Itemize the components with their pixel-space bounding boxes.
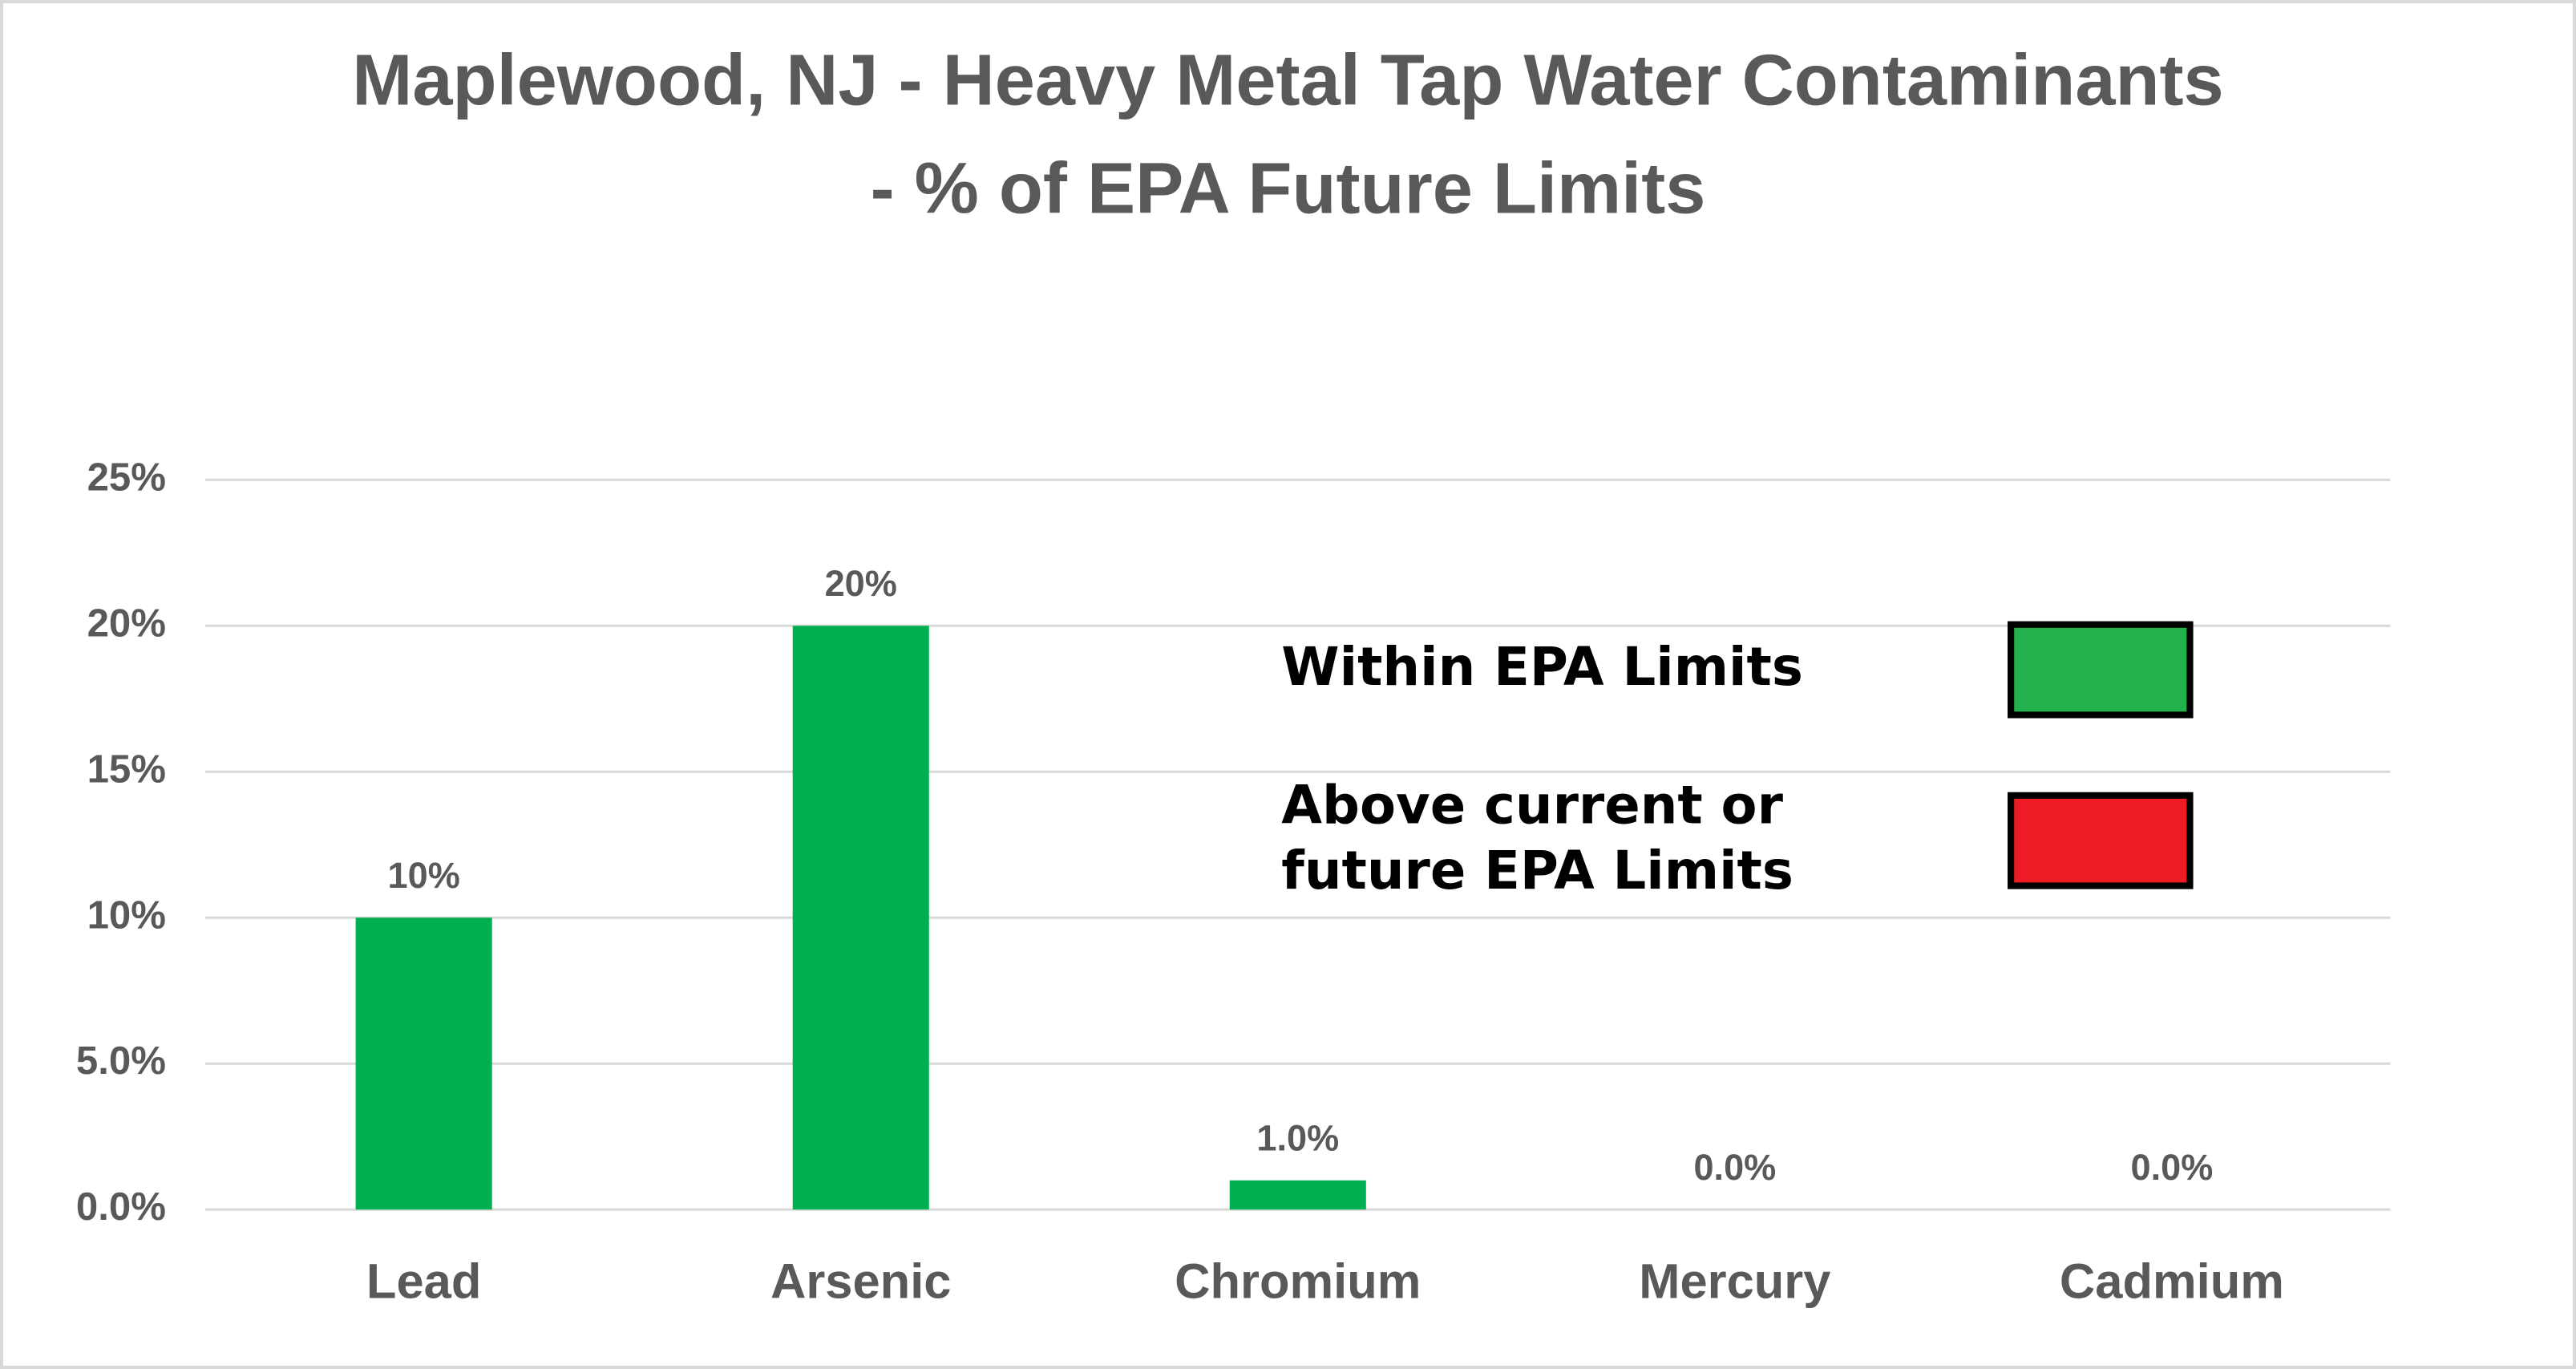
- value-label: 0.0%: [1693, 1147, 1776, 1188]
- y-tick-label: 5.0%: [76, 1039, 166, 1083]
- legend-label: future EPA Limits: [1281, 840, 1793, 901]
- legend-label: Above current or: [1281, 775, 1783, 836]
- y-tick-label: 20%: [87, 601, 166, 645]
- legend-label: Within EPA Limits: [1281, 637, 1803, 698]
- value-label: 0.0%: [2131, 1147, 2214, 1188]
- bar: [355, 917, 492, 1210]
- value-label: 1.0%: [1256, 1118, 1339, 1159]
- chart-title: Maplewood, NJ - Heavy Metal Tap Water Co…: [352, 39, 2223, 120]
- bar: [792, 626, 929, 1210]
- chart-title: - % of EPA Future Limits: [871, 148, 1706, 229]
- x-tick-label: Chromium: [1175, 1254, 1421, 1310]
- x-tick-label: Arsenic: [770, 1254, 951, 1310]
- y-tick-label: 10%: [87, 893, 166, 937]
- value-label: 10%: [388, 855, 460, 896]
- legend-swatch: [2008, 792, 2194, 889]
- x-tick-label: Lead: [366, 1254, 481, 1310]
- value-label: 20%: [825, 563, 897, 604]
- legend-swatch: [2008, 621, 2194, 719]
- x-tick-label: Cadmium: [2060, 1254, 2284, 1310]
- y-tick-label: 25%: [87, 455, 166, 499]
- x-tick-label: Mercury: [1639, 1254, 1830, 1310]
- y-tick-label: 15%: [87, 747, 166, 791]
- bar: [1229, 1180, 1366, 1210]
- y-tick-label: 0.0%: [76, 1185, 166, 1229]
